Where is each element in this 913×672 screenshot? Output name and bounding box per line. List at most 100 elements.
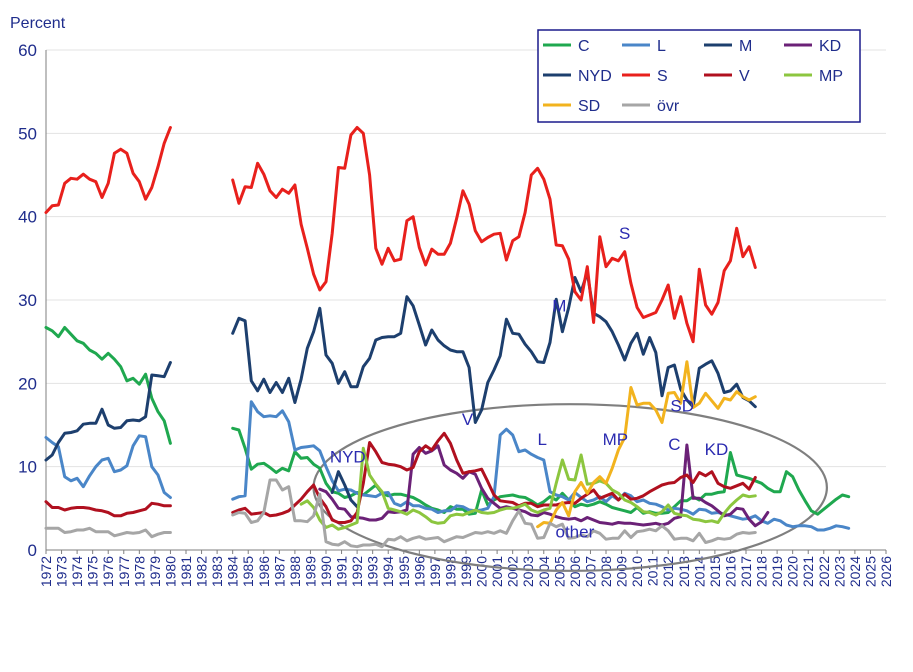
- series-annotation: NYD: [330, 448, 366, 467]
- series-line: [536, 360, 757, 529]
- x-tick-label: 2026: [878, 556, 894, 587]
- series-line: [44, 526, 172, 539]
- x-tick-label: 1983: [209, 556, 225, 587]
- series-sd: [536, 360, 757, 529]
- x-tick-label: 2001: [489, 556, 505, 587]
- series-nyd: [330, 470, 359, 509]
- series-annotation: V: [462, 410, 474, 429]
- series-line: [44, 361, 172, 462]
- series-s: [44, 126, 757, 344]
- series-annotation: L: [537, 430, 546, 449]
- x-tick-label: 1984: [225, 556, 241, 587]
- series-line: [231, 126, 757, 344]
- x-tick-label: 2020: [785, 556, 801, 587]
- x-tick-label: 2012: [660, 556, 676, 587]
- y-tick-label: 50: [18, 124, 37, 143]
- series-mp: [299, 446, 757, 531]
- legend-label: MP: [819, 68, 843, 85]
- series-line: [231, 478, 757, 549]
- series-line: [44, 434, 172, 499]
- series-annotation: KD: [705, 440, 729, 459]
- series-m: [44, 271, 757, 462]
- x-tick-label: 2019: [769, 556, 785, 587]
- series-line: [44, 126, 172, 214]
- x-tick-label: 1993: [365, 556, 381, 587]
- y-tick-label: 40: [18, 208, 37, 227]
- x-tick-label: 1999: [458, 556, 474, 587]
- series-kd: [318, 443, 770, 528]
- legend-label: C: [578, 38, 590, 55]
- y-tick-label: 0: [28, 541, 37, 560]
- x-tick-label: 2017: [738, 556, 754, 587]
- x-tick-label: 1981: [178, 556, 194, 587]
- x-tick-label: 2016: [722, 556, 738, 587]
- x-tick-label: 1989: [302, 556, 318, 587]
- legend-label: NYD: [578, 68, 612, 85]
- x-tick-label: 1987: [271, 556, 287, 587]
- x-tick-label: 2022: [816, 556, 832, 587]
- x-tick-label: 1996: [411, 556, 427, 587]
- y-tick-label: 10: [18, 458, 37, 477]
- x-tick-label: 1974: [69, 556, 85, 587]
- series-annotation: M: [552, 297, 566, 316]
- x-tick-label: 1973: [54, 556, 70, 587]
- x-tick-label: 1995: [396, 556, 412, 587]
- x-tick-label: 1988: [287, 556, 303, 587]
- x-tick-label: 2008: [598, 556, 614, 587]
- x-tick-label: 1976: [100, 556, 116, 587]
- series-v: [44, 431, 757, 524]
- x-tick-label: 2023: [831, 556, 847, 587]
- legend-label: M: [739, 38, 752, 55]
- series-line: [318, 443, 770, 528]
- x-tick-label: 2000: [474, 556, 490, 587]
- x-tick-label: 1998: [442, 556, 458, 587]
- legend-label: L: [657, 38, 666, 55]
- x-tick-label: 2021: [800, 556, 816, 587]
- legend-label: SD: [578, 98, 600, 115]
- legend-label: övr: [657, 98, 680, 115]
- x-tick-label: 1992: [349, 556, 365, 587]
- series-annotation: MP: [603, 430, 629, 449]
- x-tick-label: 1986: [256, 556, 272, 587]
- y-tick-label: 30: [18, 291, 37, 310]
- axes: [45, 50, 886, 551]
- series-line: [299, 446, 757, 531]
- x-tick-label: 1979: [147, 556, 163, 587]
- series-line: [231, 426, 851, 516]
- x-tick-label: 1978: [131, 556, 147, 587]
- legend-label: S: [657, 68, 668, 85]
- series-annotation: C: [668, 435, 680, 454]
- x-tick-label: 1975: [85, 556, 101, 587]
- x-tick-label: 1980: [162, 556, 178, 587]
- gridlines: [46, 49, 886, 468]
- x-tick-label: 2025: [862, 556, 878, 587]
- series-line: [44, 500, 172, 518]
- legend-label: V: [739, 68, 750, 85]
- x-tick-label: 2009: [614, 556, 630, 587]
- series-annotation: other: [556, 523, 595, 542]
- x-tick-label: 2024: [847, 556, 863, 587]
- legend: C L M KD NYD S V MP SD övr: [537, 29, 861, 123]
- x-tick-label: 1985: [240, 556, 256, 587]
- x-tick-label: 2014: [691, 556, 707, 587]
- x-tick-label: 1990: [318, 556, 334, 587]
- x-tick-label: 2018: [754, 556, 770, 587]
- y-tick-label: 60: [18, 41, 37, 60]
- x-tick-label: 1997: [427, 556, 443, 587]
- x-tick-label: 2010: [629, 556, 645, 587]
- x-axis-ticks: 1972 1973 1974 1975 1976 1977 1978 1979 1980 1981…: [38, 550, 894, 587]
- x-tick-label: 2003: [520, 556, 536, 587]
- x-tick-label: 2015: [707, 556, 723, 587]
- x-tick-label: 1994: [380, 556, 396, 587]
- series-övr: [44, 478, 757, 549]
- x-tick-label: 2002: [505, 556, 521, 587]
- x-tick-label: 2011: [645, 556, 661, 586]
- series-annotations: S M V L MP SD C KD NYD other: [330, 224, 728, 541]
- x-tick-label: 1977: [116, 556, 132, 587]
- legend-label: KD: [819, 38, 841, 55]
- y-axis-ticks: 0 10 20 30 40 50 60: [18, 41, 37, 560]
- x-tick-label: 1991: [334, 556, 350, 587]
- series-line: [330, 470, 359, 509]
